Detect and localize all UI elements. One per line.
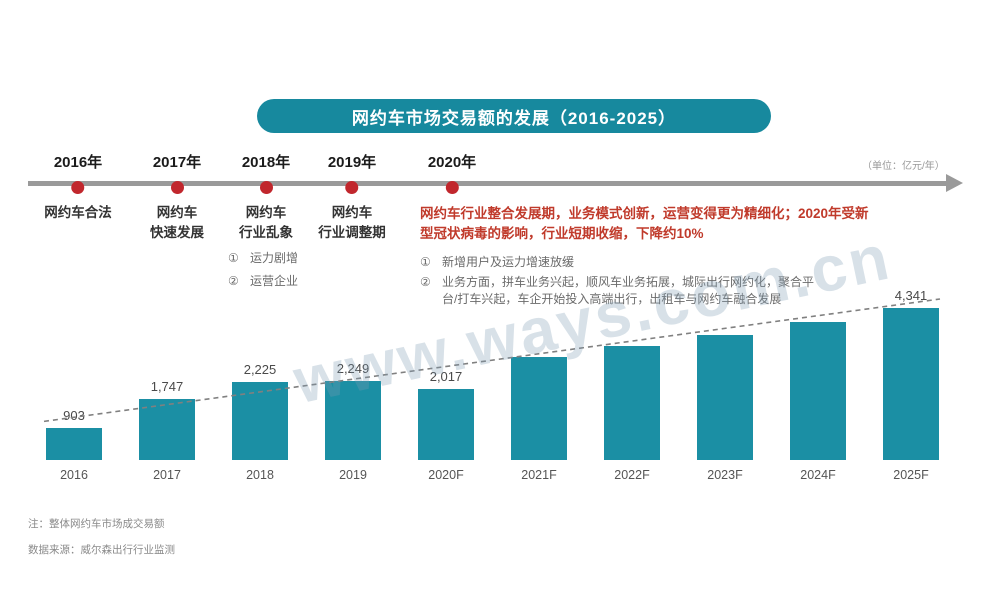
note-marker: ② [420,274,431,289]
milestone-year: 2019年 [327,154,377,171]
milestone-year: 2017年 [152,154,202,171]
x-axis-label: 2022F [614,468,650,482]
x-axis-label: 2024F [800,468,836,482]
bar-2017 [139,399,195,460]
timeline-arrowhead-icon [946,174,963,192]
note-item: ① 运力剧增 [228,249,298,268]
bar-value-label: 2,017 [429,369,463,384]
timeline-milestone: 2017年网约车 快速发展 [150,151,204,244]
timeline-dot-icon [170,181,184,194]
x-axis-label: 2018 [246,468,274,482]
footnote-note: 注：整体网约车市场成交易额 [28,518,165,530]
milestone-year: 2018年 [241,154,291,171]
title-banner: 网约车市场交易额的发展（2016-2025） [257,99,771,133]
note-text: 运力剧增 [250,251,299,265]
unit-label: （单位：亿元/年） [862,161,945,172]
timeline-dot-icon [345,181,359,194]
timeline-milestone: 2016年网约车合法 [44,151,112,223]
note-marker: ① [420,254,431,269]
note-marker: ① [228,251,239,265]
bar-value-label: 2,225 [243,362,277,377]
milestone-label: 网约车 行业乱象 [239,205,293,241]
x-axis-label: 2021F [521,468,557,482]
bar-value-label: 903 [63,408,85,423]
note-marker: ② [228,274,239,289]
bar-2016 [46,428,102,460]
timeline-dot-icon [445,181,459,194]
x-axis-label: 2025F [893,468,929,482]
milestone-label: 网约车 快速发展 [150,205,204,241]
milestone-label: 网约车 行业调整期 [318,205,386,241]
x-axis-label: 2019 [339,468,367,482]
timeline-dot-icon [71,181,85,194]
timeline-milestone: 2020年 [428,151,476,203]
x-axis-label: 2023F [707,468,743,482]
milestone-year: 2020年 [427,154,477,171]
note-text: 运营企业 [250,274,299,289]
bar-value-label: 1,747 [150,379,184,394]
timeline-milestone: 2018年网约车 行业乱象 [239,151,293,244]
timeline-dot-icon [259,181,273,194]
notes-2018: ① 运力剧增 ② 运营企业 [228,249,298,295]
note-item: ② 运营企业 [228,272,298,291]
era-2020-highlight: 网约车行业整合发展期，业务模式创新，运营变得更为精细化；2020年受新型冠状病毒… [420,206,869,242]
bar-value-label: 4,341 [894,288,928,303]
milestone-label: 网约车合法 [44,205,112,220]
x-axis-label: 2017 [153,468,181,482]
bar-2020F [418,389,474,460]
bar-2023F [697,335,753,460]
bar-2022F [604,346,660,460]
note-text: 新增用户及运力增速放缓 [442,254,575,269]
bar-2025F [883,308,939,460]
bar-2018 [232,382,288,460]
bar-2024F [790,322,846,460]
footnote-source: 数据来源：威尔森出行行业监测 [28,544,175,556]
x-axis-label: 2016 [60,468,88,482]
bar-value-label: 2,249 [336,361,370,376]
bar-2021F [511,357,567,460]
milestone-year: 2016年 [53,154,103,171]
note-item: ① 新增用户及运力增速放缓 [420,254,822,271]
chart-title: 网约车市场交易额的发展（2016-2025） [351,108,677,128]
x-axis-label: 2020F [428,468,464,482]
timeline-milestone: 2019年网约车 行业调整期 [318,151,386,244]
bar-2019 [325,381,381,460]
timeline-axis [28,181,948,186]
